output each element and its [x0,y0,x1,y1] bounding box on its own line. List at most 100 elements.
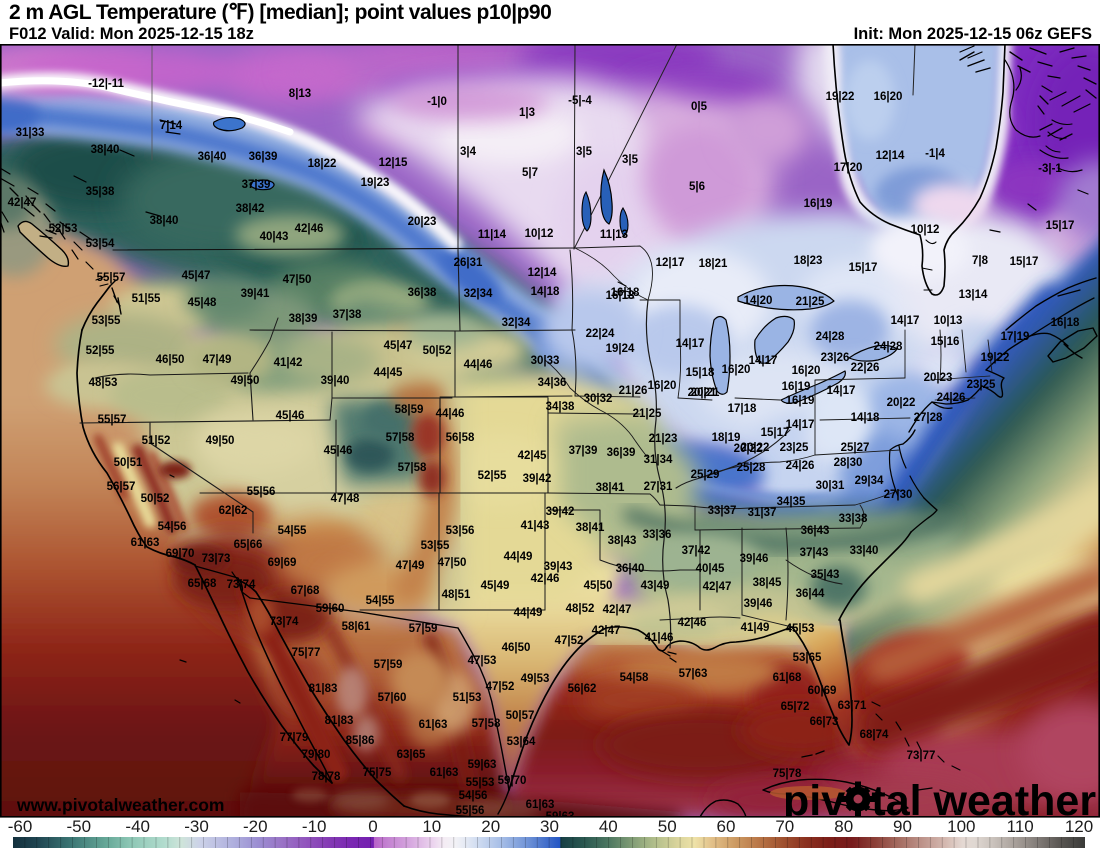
svg-text:59|70: 59|70 [498,775,527,787]
svg-text:15|17: 15|17 [1046,220,1075,232]
svg-text:36|44: 36|44 [796,588,825,600]
svg-text:45|50: 45|50 [584,580,613,592]
svg-text:10: 10 [422,817,441,836]
svg-text:54|58: 54|58 [620,672,649,684]
svg-text:38|41: 38|41 [576,522,605,534]
svg-text:49|53: 49|53 [521,673,550,685]
svg-text:16|18: 16|18 [606,290,635,302]
svg-text:41|46: 41|46 [645,632,674,644]
svg-text:42|47: 42|47 [603,604,632,616]
svg-text:33|36: 33|36 [643,529,672,541]
svg-text:40|43: 40|43 [260,231,289,243]
svg-text:13|14: 13|14 [959,289,988,301]
svg-text:-1|4: -1|4 [925,148,945,160]
svg-text:-20: -20 [243,817,268,836]
svg-text:69|70: 69|70 [166,548,195,560]
svg-text:38|40: 38|40 [150,215,179,227]
svg-text:60: 60 [717,817,736,836]
svg-text:57|58: 57|58 [398,462,427,474]
svg-text:5|6: 5|6 [689,181,705,193]
svg-text:39|46: 39|46 [744,598,773,610]
svg-text:47|48: 47|48 [331,493,360,505]
svg-text:42|47: 42|47 [8,197,37,209]
svg-text:37|39: 37|39 [242,179,271,191]
svg-text:42|46: 42|46 [295,223,324,235]
svg-text:40: 40 [599,817,618,836]
svg-text:42|45: 42|45 [518,450,547,462]
svg-text:47|53: 47|53 [468,655,497,667]
svg-text:62|62: 62|62 [219,505,248,517]
svg-text:53|65: 53|65 [793,652,822,664]
svg-text:39|43: 39|43 [544,561,573,573]
svg-text:47|52: 47|52 [555,635,584,647]
svg-text:38|40: 38|40 [91,144,120,156]
svg-text:18|19: 18|19 [712,432,741,444]
svg-text:24|26: 24|26 [937,392,966,404]
svg-text:18|21: 18|21 [699,258,728,270]
svg-text:45|48: 45|48 [188,297,217,309]
svg-text:-1|0: -1|0 [427,96,447,108]
svg-text:33|38: 33|38 [839,513,868,525]
svg-text:29|34: 29|34 [855,475,884,487]
svg-text:30: 30 [540,817,559,836]
svg-text:81|83: 81|83 [309,683,338,695]
svg-text:73|73: 73|73 [202,553,231,565]
svg-text:54|55: 54|55 [278,525,307,537]
svg-text:20: 20 [481,817,500,836]
svg-text:77|79: 77|79 [280,732,309,744]
svg-text:50|52: 50|52 [141,493,170,505]
svg-text:61|63: 61|63 [526,799,555,811]
svg-text:44|46: 44|46 [464,359,493,371]
svg-text:53|55: 53|55 [92,315,121,327]
svg-text:23|26: 23|26 [821,352,850,364]
svg-text:75|77: 75|77 [292,647,321,659]
svg-text:30|31: 30|31 [816,480,845,492]
svg-text:24|28: 24|28 [874,341,903,353]
svg-text:25|27: 25|27 [841,442,870,454]
svg-text:55|53: 55|53 [466,777,495,789]
svg-text:54|56: 54|56 [459,790,488,802]
svg-text:120: 120 [1065,817,1093,836]
svg-text:67|68: 67|68 [291,585,320,597]
svg-text:57|59: 57|59 [409,623,438,635]
svg-text:5|7: 5|7 [522,167,538,179]
svg-text:12|14: 12|14 [876,150,905,162]
svg-text:100: 100 [947,817,975,836]
svg-text:21|25: 21|25 [796,296,825,308]
svg-text:-5|-4: -5|-4 [568,95,592,107]
svg-text:26|31: 26|31 [454,257,483,269]
svg-text:51|53: 51|53 [453,692,482,704]
svg-text:19|22: 19|22 [826,91,855,103]
svg-text:59|63: 59|63 [546,811,575,823]
svg-text:57|63: 57|63 [679,668,708,680]
svg-text:11|13: 11|13 [600,229,628,241]
svg-text:31|33: 31|33 [16,127,45,139]
svg-text:55|56: 55|56 [247,486,276,498]
svg-text:30|32: 30|32 [584,393,613,405]
svg-text:22|24: 22|24 [586,328,615,340]
svg-text:47|50: 47|50 [438,557,467,569]
svg-text:57|58: 57|58 [386,432,415,444]
svg-text:20|22: 20|22 [887,397,916,409]
svg-text:16|20: 16|20 [722,364,751,376]
svg-text:41|42: 41|42 [274,357,303,369]
svg-text:56|58: 56|58 [446,432,475,444]
svg-text:36|43: 36|43 [801,525,830,537]
svg-text:42|47: 42|47 [703,581,732,593]
svg-text:-60: -60 [8,817,33,836]
svg-text:40|45: 40|45 [696,563,725,575]
svg-text:8|13: 8|13 [289,88,311,100]
svg-text:19|23: 19|23 [361,177,390,189]
svg-text:43|49: 43|49 [641,580,670,592]
svg-text:46|50: 46|50 [156,354,185,366]
svg-text:50|52: 50|52 [423,345,452,357]
svg-text:3|5: 3|5 [622,154,639,166]
svg-text:44|49: 44|49 [514,607,543,619]
svg-text:61|63: 61|63 [419,719,448,731]
svg-text:10|12: 10|12 [911,224,940,236]
svg-text:www.pivotalweather.com: www.pivotalweather.com [16,795,224,815]
svg-text:52|55: 52|55 [86,345,115,357]
svg-text:49|50: 49|50 [231,375,260,387]
svg-text:47|49: 47|49 [396,560,425,572]
svg-text:16|19: 16|19 [804,198,833,210]
